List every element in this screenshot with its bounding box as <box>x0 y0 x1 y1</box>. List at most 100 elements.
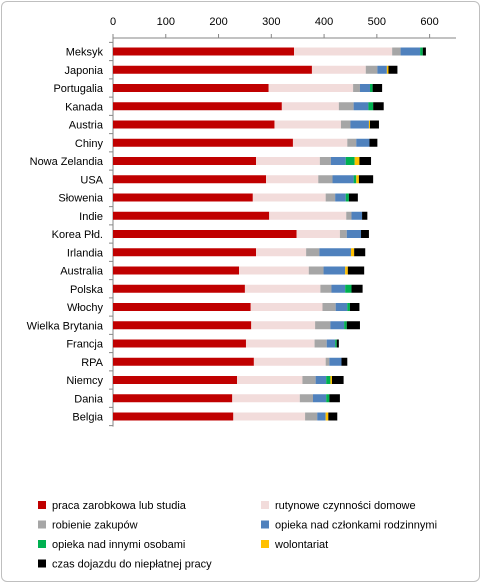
bar-segment <box>330 376 332 384</box>
bar-segment <box>323 266 346 275</box>
bar-segment <box>346 321 360 330</box>
bar-segment <box>386 65 389 74</box>
bar-segment <box>353 102 369 111</box>
bar-segment <box>113 211 270 220</box>
bar-segment <box>356 175 359 184</box>
category-label: Indie <box>79 211 103 223</box>
legend-swatch <box>38 520 46 529</box>
bar-segment <box>354 248 366 257</box>
bar-segment <box>113 284 245 293</box>
legend-swatch <box>38 501 46 509</box>
bar-segment <box>325 412 329 421</box>
legend-label: praca zarobkowa lub studia <box>52 500 187 512</box>
bar-segment <box>113 248 257 257</box>
bar-segment <box>348 193 358 202</box>
category-label: Polska <box>70 284 104 296</box>
bar-segment <box>233 412 306 421</box>
bar-segment <box>315 376 327 384</box>
bar-segment <box>274 120 341 129</box>
legend-label: czas dojazdu do niepłatnej pracy <box>52 559 212 571</box>
bar-segment <box>329 357 342 366</box>
bar-segment <box>319 248 351 257</box>
bar-segment <box>331 376 344 384</box>
bar-segment <box>332 175 354 184</box>
bar-segment <box>359 84 370 92</box>
bar-segment <box>345 266 348 275</box>
bar-segment <box>306 248 320 257</box>
bar-segment <box>354 157 360 165</box>
category-label: Irlandia <box>67 247 104 259</box>
category-label: Dania <box>74 393 104 405</box>
bar-segment <box>113 138 293 147</box>
bar-segment <box>351 211 363 220</box>
category-label: Meksyk <box>66 47 104 59</box>
bar-segment <box>113 321 252 330</box>
bar-segment <box>305 412 318 421</box>
category-label: RPA <box>81 357 103 369</box>
bar-segment <box>369 120 379 129</box>
bar-segment <box>368 120 370 129</box>
bar-segment <box>345 193 349 202</box>
bar-segment <box>331 284 346 293</box>
bar-segment <box>113 84 269 92</box>
bar-segment <box>299 394 313 403</box>
legend-swatch <box>261 520 269 529</box>
bar-segment <box>269 211 347 220</box>
category-label: Chiny <box>75 138 104 150</box>
x-tick-label: 500 <box>368 16 386 28</box>
bar-segment <box>113 339 246 348</box>
bar-segment <box>347 138 357 147</box>
bar-segment <box>113 266 240 275</box>
bar-segment <box>344 321 347 330</box>
legend-label: opieka nad innymi osobami <box>52 539 185 551</box>
bar-segment <box>113 394 233 403</box>
category-label: Francja <box>66 339 104 351</box>
bar-segment <box>302 376 316 384</box>
bar-segment <box>251 321 316 330</box>
bar-segment <box>392 47 401 56</box>
legend-swatch <box>261 540 269 548</box>
legend-label: robienie zakupów <box>52 520 138 532</box>
category-label: Słowenia <box>58 193 104 205</box>
category-label: Portugalia <box>53 83 103 95</box>
bar-segment <box>347 303 350 311</box>
legend-swatch <box>38 559 46 568</box>
bar-segment <box>330 157 346 165</box>
bar-segment <box>346 230 362 238</box>
bar-segment <box>330 321 345 330</box>
bar-segment <box>281 102 339 111</box>
bar-segment <box>361 230 369 238</box>
bar-segment <box>256 157 320 165</box>
bar-segment <box>113 102 282 111</box>
bar-segment <box>268 84 354 92</box>
bar-segment <box>250 303 323 311</box>
legend-swatch <box>38 540 46 548</box>
bar-segment <box>237 376 303 384</box>
bar-segment <box>113 175 267 184</box>
bar-segment <box>113 303 251 311</box>
category-label: Kanada <box>65 101 104 113</box>
bar-segment <box>349 303 360 311</box>
category-label: Australia <box>60 266 104 278</box>
bar-segment <box>113 157 257 165</box>
bar-segment <box>317 412 326 421</box>
category-label: Niemcy <box>66 375 103 387</box>
bar-segment <box>244 284 321 293</box>
category-label: Wielka Brytania <box>27 320 104 332</box>
bar-segment <box>232 394 300 403</box>
legend-label: rutynowe czynności domowe <box>275 500 416 512</box>
bar-segment <box>326 394 330 403</box>
category-label: Nowa Zelandia <box>30 156 104 168</box>
bar-segment <box>353 84 360 92</box>
bar-segment <box>292 138 348 147</box>
bar-segment <box>369 84 373 92</box>
bar-segment <box>315 321 331 330</box>
bar-segment <box>113 230 297 238</box>
bar-segment <box>113 120 275 129</box>
bar-segment <box>340 120 351 129</box>
bar-segment <box>319 157 331 165</box>
bar-segment <box>365 65 378 74</box>
legend-swatch <box>261 501 269 509</box>
bar-segment <box>311 65 366 74</box>
